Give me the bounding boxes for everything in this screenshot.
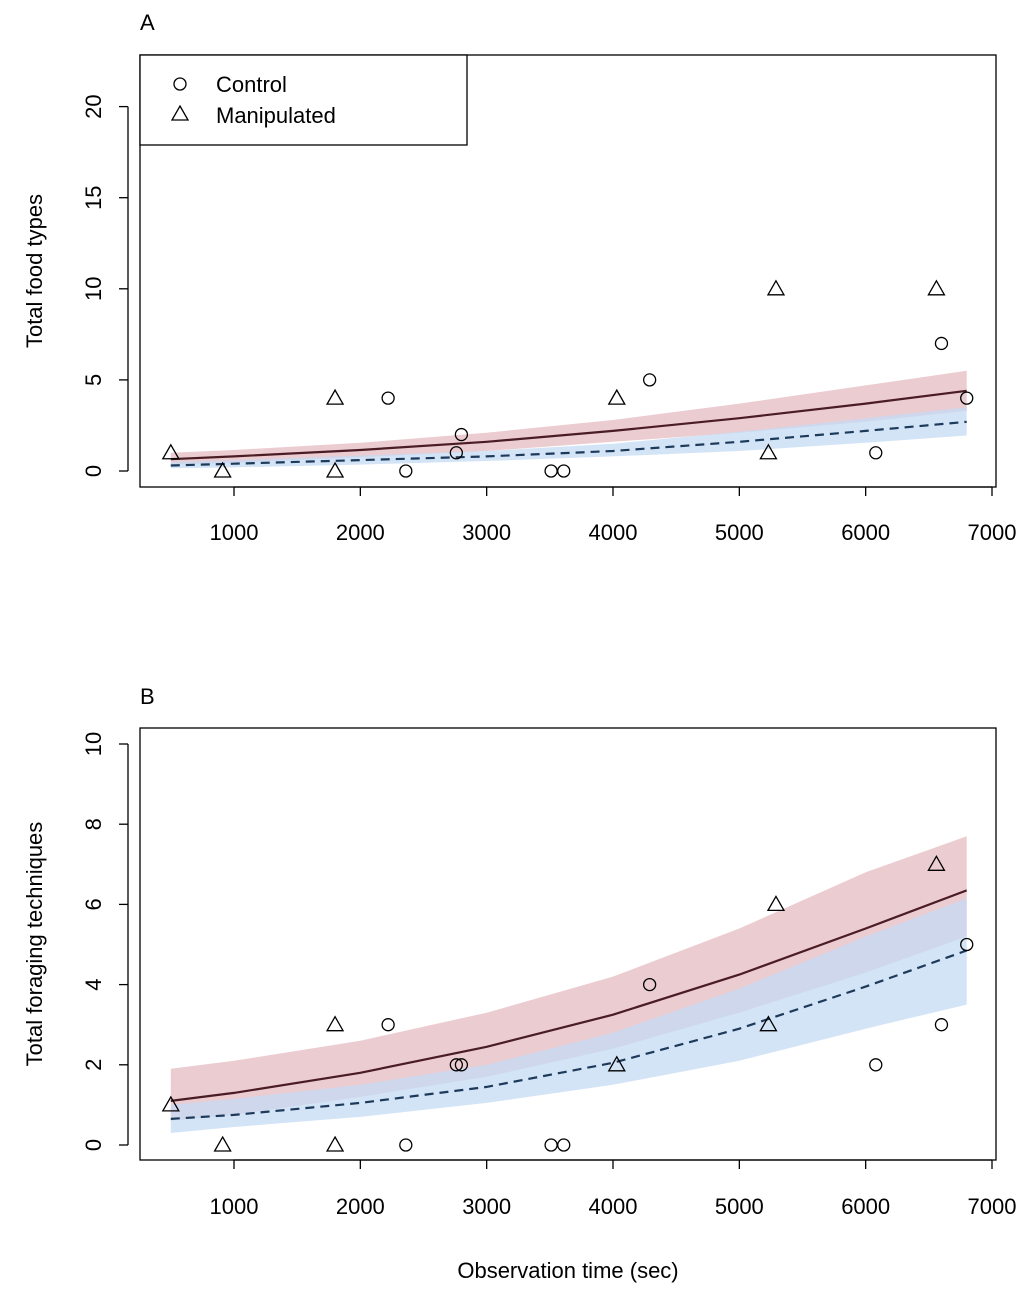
b-y-tick-label: 4 <box>81 978 106 990</box>
b-x-tick-label: 7000 <box>968 1194 1017 1219</box>
a-control-point <box>449 446 463 460</box>
x-axis-label: Observation time (sec) <box>457 1258 678 1283</box>
a-control-point <box>960 391 974 405</box>
a-manipulated-point <box>213 461 232 478</box>
panel-a-y-axis: 0 5 10 15 20 <box>81 94 129 477</box>
panel-b-label: B <box>140 684 155 709</box>
panel-a-label: A <box>140 10 155 35</box>
legend-manipulated-label: Manipulated <box>216 103 336 128</box>
b-band-red <box>170 836 967 1121</box>
b-y-tick-label: 10 <box>81 732 106 756</box>
a-x-tick-label: 5000 <box>715 520 764 545</box>
b-control-point <box>557 1138 571 1152</box>
a-x-tick-label: 3000 <box>462 520 511 545</box>
a-y-tick-label: 20 <box>81 94 106 118</box>
a-manipulated-point <box>325 388 345 405</box>
b-manipulated-point <box>607 1055 626 1072</box>
panel-b-x-axis: 1000 2000 3000 4000 5000 6000 7000 <box>210 1159 1017 1219</box>
a-y-tick-label: 0 <box>81 465 106 477</box>
panel-b-y-axis: 0 2 4 6 8 10 <box>81 732 129 1151</box>
panel-a-fit-lines <box>170 389 967 467</box>
a-x-tick-label: 7000 <box>968 520 1017 545</box>
b-manipulated-point <box>759 1015 778 1032</box>
b-fit-line-blue <box>170 949 968 1120</box>
b-manipulated-point <box>766 895 786 912</box>
a-control-point <box>544 464 558 478</box>
a-manipulated-point <box>607 388 626 405</box>
a-x-tick-label: 6000 <box>841 520 890 545</box>
a-x-tick-label: 4000 <box>589 520 638 545</box>
a-y-tick-label: 15 <box>81 185 106 209</box>
b-control-point <box>642 977 657 992</box>
legend-control-label: Control <box>216 72 287 97</box>
b-manipulated-point <box>161 1095 180 1112</box>
b-control-point <box>449 1058 463 1072</box>
a-x-tick-label: 2000 <box>336 520 385 545</box>
b-y-tick-label: 6 <box>81 898 106 910</box>
b-y-tick-label: 0 <box>81 1139 106 1151</box>
panel-a: A 1000 2000 3000 4000 5000 6000 7000 05101520 … <box>22 10 1016 545</box>
a-manipulated-point <box>759 443 778 460</box>
b-control-point <box>544 1138 558 1152</box>
b-manipulated-point <box>927 854 946 871</box>
a-control-point <box>557 464 571 478</box>
legend-control-marker <box>173 77 187 91</box>
b-x-tick-label: 6000 <box>841 1194 890 1219</box>
panel-b-confidence-bands <box>170 836 967 1133</box>
a-x-tick-label: 1000 <box>210 520 259 545</box>
b-y-tick-label: 8 <box>81 818 106 830</box>
b-y-tick-label: 2 <box>81 1059 106 1071</box>
legend-manipulated-marker <box>170 104 190 121</box>
b-manipulated-point <box>213 1135 232 1152</box>
b-x-tick-label: 4000 <box>589 1194 638 1219</box>
b-manipulated-point <box>325 1015 345 1032</box>
b-control-point <box>934 1018 949 1032</box>
a-fit-line-blue <box>170 420 967 467</box>
b-x-tick-label: 2000 <box>336 1194 385 1219</box>
a-manipulated-point <box>161 443 180 460</box>
a-manipulated-point <box>927 279 946 296</box>
a-manipulated-point <box>325 461 345 478</box>
panel-b-y-axis-label: Total foraging techniques <box>22 822 47 1067</box>
a-control-point <box>642 373 657 387</box>
panel-a-x-axis: 1000 2000 3000 4000 5000 6000 7000 <box>210 486 1017 545</box>
a-control-point <box>869 446 883 460</box>
a-control-point <box>381 391 395 405</box>
b-manipulated-point <box>325 1135 345 1152</box>
b-control-point <box>869 1058 883 1072</box>
b-x-tick-label: 5000 <box>715 1194 764 1219</box>
b-x-tick-label: 3000 <box>462 1194 511 1219</box>
b-control-point <box>399 1138 413 1152</box>
a-control-point <box>399 464 413 478</box>
b-control-point <box>454 1058 469 1072</box>
panel-a-points <box>161 279 974 478</box>
a-manipulated-point <box>766 279 786 296</box>
legend-box <box>139 54 468 146</box>
a-y-tick-label: 5 <box>81 374 106 386</box>
panel-b-fit-lines <box>170 889 968 1120</box>
a-control-point <box>454 427 469 442</box>
a-fit-line-red <box>170 389 967 461</box>
b-control-point <box>960 937 974 952</box>
a-control-point <box>934 336 949 351</box>
panel-b-points <box>161 854 974 1152</box>
a-y-tick-label: 10 <box>81 277 106 301</box>
b-band-blue <box>170 898 967 1133</box>
b-x-tick-label: 1000 <box>210 1194 259 1219</box>
legend: Control Manipulated <box>139 54 468 146</box>
b-fit-line-red <box>170 889 968 1102</box>
panel-b: B 1000 2000 3000 4000 5000 6000 7000 0 2 4 6 8 10 T… <box>22 684 1016 1283</box>
panel-a-y-axis-label: Total food types <box>22 194 47 348</box>
b-control-point <box>381 1018 395 1032</box>
